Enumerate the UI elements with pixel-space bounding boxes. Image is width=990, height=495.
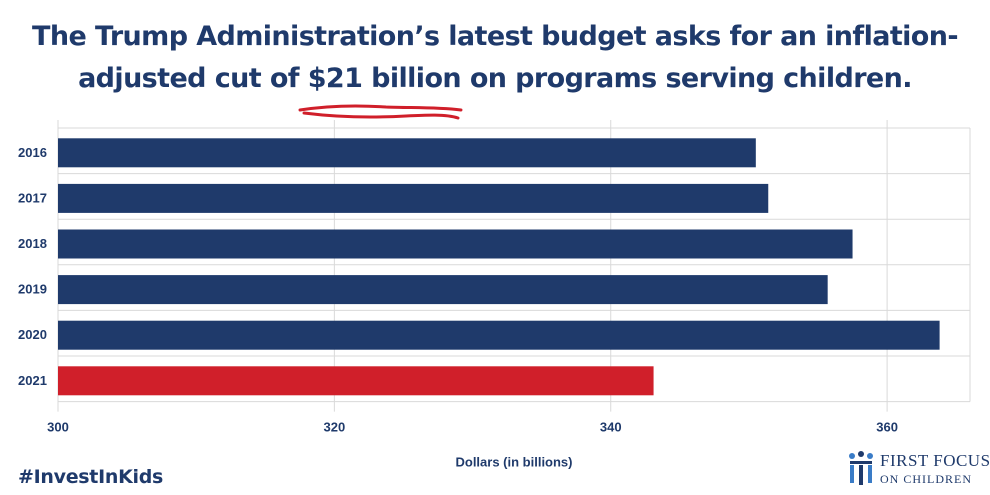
x-tick-label: 300: [47, 420, 69, 435]
headline-line-1: The Trump Administration’s latest budget…: [32, 21, 959, 52]
headline-emphasis: $21 billion: [307, 63, 462, 94]
x-tick-label: 360: [876, 420, 898, 435]
bar-2021: [58, 366, 654, 396]
headline-line-2-start: adjusted cut of: [78, 63, 308, 94]
category-label-2016: 2016: [18, 145, 47, 160]
bar-2017: [58, 183, 769, 213]
x-axis-title: Dollars (in billions): [455, 455, 572, 470]
category-label-2017: 2017: [18, 190, 47, 205]
category-label-2021: 2021: [18, 373, 47, 388]
first-focus-logo: FIRST FOCUS ON CHILDREN: [846, 448, 990, 490]
hashtag: #InvestInKids: [18, 466, 164, 488]
headline: The Trump Administration’s latest budget…: [0, 16, 990, 100]
category-label-2019: 2019: [18, 282, 47, 297]
x-tick-label: 340: [600, 420, 622, 435]
bar-2019: [58, 275, 828, 305]
category-label-2018: 2018: [18, 236, 47, 251]
headline-line-2: adjusted cut of $21 billion on programs …: [0, 58, 990, 100]
headline-line-2-end: on programs serving children.: [461, 63, 913, 94]
bar-2016: [58, 138, 756, 168]
bar-2018: [58, 229, 853, 259]
x-tick-label: 320: [324, 420, 346, 435]
category-label-2020: 2020: [18, 327, 47, 342]
logo-line-2: ON CHILDREN: [880, 472, 972, 486]
logo-line-1: FIRST FOCUS: [880, 451, 990, 470]
bar-2020: [58, 320, 940, 350]
logo-text: FIRST FOCUS ON CHILDREN: [880, 452, 990, 485]
red-underline-scribble: [298, 104, 463, 120]
logo-figures-icon: [849, 451, 873, 485]
